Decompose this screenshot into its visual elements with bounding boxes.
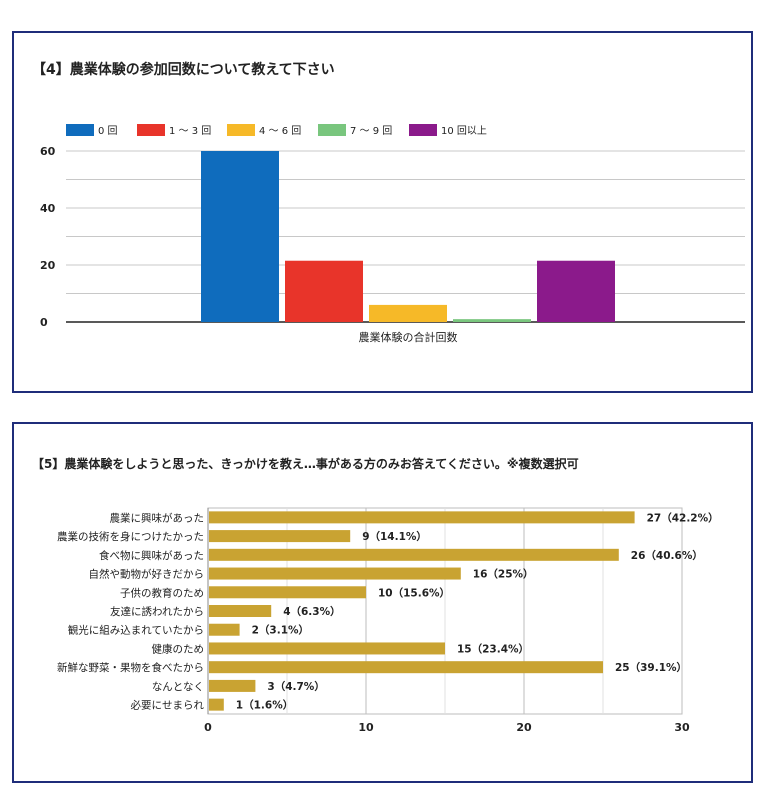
bar [453,319,531,322]
legend-swatch [227,124,255,136]
data-label: 10（15.6%） [378,586,450,599]
legend-label: 10 回以上 [441,125,487,137]
legend-label: 0 回 [98,125,118,137]
data-label: 1（1.6%） [236,699,293,712]
legend-label: 7 ～ 9 回 [350,125,392,137]
data-label: 2（3.1%） [252,624,309,637]
bar [209,679,256,692]
bar [285,260,363,322]
legend-swatch [137,124,165,136]
chart-title-5: 【5】農業体験をしようと思った、きっかけを教え…事がある方のみお答えてください。… [32,457,579,471]
x-tick-label: 0 [204,721,212,734]
data-label: 4（6.3%） [283,605,340,618]
data-label: 27（42.2%） [647,511,719,524]
bar [209,511,635,524]
bar [209,530,351,543]
bar [209,605,272,617]
y-tick-label: 0 [40,316,48,329]
x-tick-label: 10 [358,721,374,734]
y-tick-label: 40 [40,202,56,215]
bar [201,151,279,322]
bar [209,548,619,561]
bar [209,567,461,580]
x-tick-label: 20 [516,721,532,734]
category-label: 友達に誘われたから [110,605,204,618]
y-tick-label: 20 [40,259,56,272]
bar [537,260,615,322]
x-tick-label: 30 [674,721,690,734]
data-label: 26（40.6%） [631,549,703,562]
bar [209,623,240,636]
chart-panel-5 [12,422,753,783]
chart-title-4: 【4】農業体験の参加回数について教えて下さい [32,62,335,78]
data-label: 15（23.4%） [457,642,529,655]
category-label: 自然や動物が好きだから [89,568,205,581]
bar [209,642,445,655]
category-label: 観光に組み込まれていたから [68,624,204,637]
data-label: 16（25%） [473,568,534,581]
data-label: 25（39.1%） [615,661,687,674]
data-label: 9（14.1%） [362,530,427,543]
legend-label: 1 ～ 3 回 [169,125,211,137]
category-label: 健康のため [152,642,205,655]
chart-panel-4 [12,31,753,393]
x-category-label: 農業体験の合計回数 [359,330,458,344]
category-label: 農業に興味があった [110,511,205,524]
category-label: なんとなく [152,681,204,693]
category-label: 必要にせまられ [131,699,205,712]
bar [209,661,603,674]
legend-swatch [318,124,346,136]
legend-swatch [409,124,437,136]
category-label: 子供の教育のため [120,586,204,599]
bar [209,698,224,711]
legend-label: 4 ～ 6 回 [259,125,301,137]
y-tick-label: 60 [40,145,56,158]
category-label: 農業の技術を身につけたかった [57,530,204,543]
bar [369,304,447,322]
category-label: 新鮮な野菜・果物を食べたから [57,661,204,674]
bar [209,586,366,599]
data-label: 3（4.7%） [267,680,324,693]
legend-swatch [66,124,94,136]
category-label: 食べ物に興味があった [99,549,204,562]
